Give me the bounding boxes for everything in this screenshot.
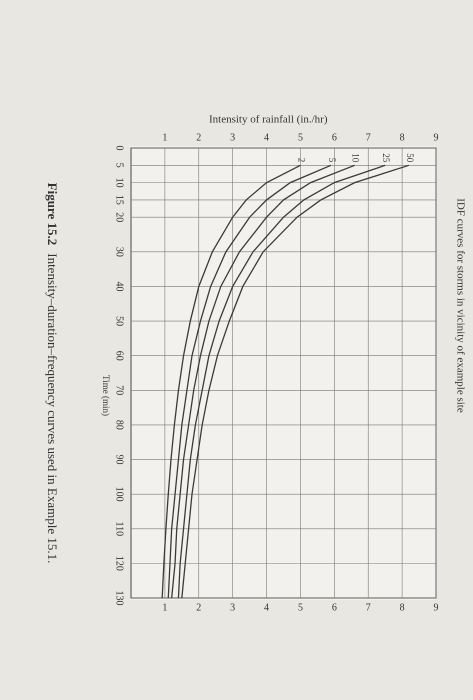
x-tick-label: 110 <box>114 521 125 536</box>
x-tick-label: 10 <box>114 178 125 188</box>
y-tick-label-right: 7 <box>366 602 371 613</box>
curve-label: 25 <box>381 153 391 163</box>
y-tick-label: 3 <box>230 132 235 143</box>
paper-plot <box>130 146 436 600</box>
y-tick-label: 4 <box>264 132 269 143</box>
x-tick-label: 90 <box>114 455 125 465</box>
chart-title: IDF curves for storms in vicinity of exa… <box>454 198 466 413</box>
y-tick-label-right: 6 <box>332 602 337 613</box>
x-tick-label: 60 <box>114 351 125 361</box>
y-tick-label: 8 <box>400 132 405 143</box>
x-tick-label: 5 <box>114 163 125 168</box>
x-tick-label: 15 <box>114 195 125 205</box>
x-tick-label: 130 <box>114 591 125 606</box>
x-tick-label: 30 <box>114 247 125 257</box>
y-tick-label-right: 3 <box>230 602 235 613</box>
x-tick-label: 80 <box>114 420 125 430</box>
y-tick-label: 1 <box>162 132 167 143</box>
y-tick-label: 5 <box>298 132 303 143</box>
curve <box>181 164 410 599</box>
y-tick-label: 7 <box>366 132 371 143</box>
y-tick-label-right: 9 <box>434 602 439 613</box>
y-tick-label-right: 4 <box>264 602 269 613</box>
y-tick-label: 2 <box>196 132 201 143</box>
caption-label: Figure 15.2 <box>45 183 60 246</box>
curve-label: 2 <box>296 158 306 163</box>
caption: Figure 15.2 Intensity–duration–frequency … <box>45 183 60 564</box>
curve <box>161 164 301 599</box>
x-tick-label: 20 <box>114 212 125 222</box>
x-axis-title: Time (min) <box>101 375 111 416</box>
curve-label: 50 <box>405 153 415 163</box>
curve-label: 5 <box>327 158 337 163</box>
curve <box>167 164 332 599</box>
x-tick-label: 50 <box>114 316 125 326</box>
curve <box>171 164 355 599</box>
y-tick-label-right: 8 <box>400 602 405 613</box>
curve <box>177 164 386 599</box>
curve-label: 10 <box>351 153 361 163</box>
rotated-figure: 0 5 10 15 20 30 40 50 60 70 80 90 100 110 120 130 1 1 2 2 3 3… <box>45 114 466 614</box>
y-axis-title: Intensity of rainfall (in./hr) <box>209 114 328 126</box>
x-tick-label: 100 <box>114 487 125 502</box>
x-tick-label: 120 <box>114 556 125 571</box>
caption-text: Intensity–duration–frequency curves used… <box>45 253 60 563</box>
x-tick-label: 70 <box>114 385 125 395</box>
y-tick-label-right: 2 <box>196 602 201 613</box>
y-tick-label: 9 <box>434 132 439 143</box>
x-tick-label: 0 <box>114 146 125 151</box>
x-tick-label: 40 <box>114 281 125 291</box>
y-tick-label-right: 5 <box>298 602 303 613</box>
y-tick-label-right: 1 <box>162 602 167 613</box>
y-tick-label: 6 <box>332 132 337 143</box>
